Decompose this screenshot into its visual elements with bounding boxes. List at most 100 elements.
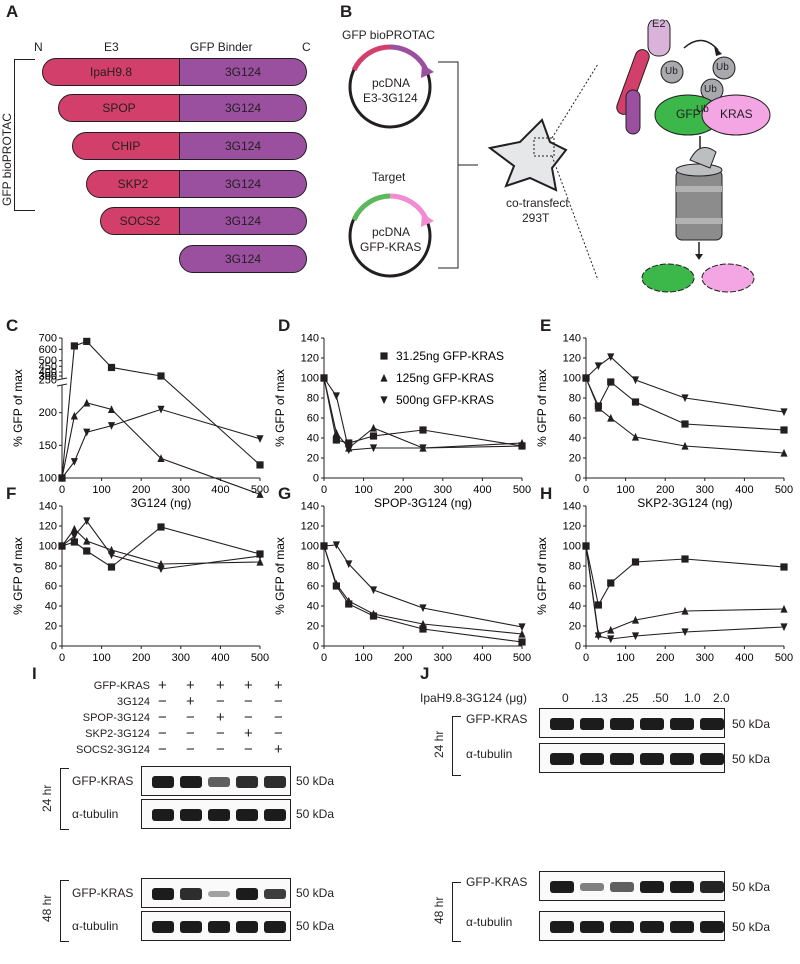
chart-F-y-tick-label: 20 xyxy=(45,621,57,633)
condition-label: GFP-KRAS xyxy=(93,680,150,692)
panel-label-c: C xyxy=(6,316,19,335)
chart-C-x-tick-label: 300 xyxy=(172,484,190,496)
condition-mark: − xyxy=(158,693,167,710)
cell-label-line1: co-transfect xyxy=(506,196,569,210)
panel-label-h: H xyxy=(540,484,553,503)
j-24hr-gfp-kras-band xyxy=(610,718,634,730)
gfp-label: GFP xyxy=(676,107,701,121)
condition-mark: − xyxy=(274,693,283,710)
i-48hr-tubulin-label: α-tubulin xyxy=(72,919,119,933)
chart-C-axis-break xyxy=(58,379,66,385)
binder-3g124: 3G124 xyxy=(179,207,307,235)
chart-D-legend-entry: 31.25ng GFP-KRAS xyxy=(396,349,504,363)
i-24hr-gfp-kras-blot xyxy=(141,766,291,796)
chart-C-point xyxy=(157,454,165,462)
condition-mark: − xyxy=(274,709,283,726)
chart-E-x-tick-label: 500 xyxy=(775,484,793,496)
i-48hr-gfp-kras-blot xyxy=(141,878,291,908)
schematic-b xyxy=(348,20,771,293)
chart-D-series-line-2 xyxy=(323,377,523,451)
i-24hr-tubulin-label: α-tubulin xyxy=(72,807,119,821)
cell-icon xyxy=(487,118,568,192)
chart-E-series-line-1 xyxy=(585,377,785,454)
ub-circle xyxy=(712,56,736,80)
chart-C-point xyxy=(256,435,264,443)
j-24hr-tubulin-blot xyxy=(539,743,725,773)
j-48hr-gfp-kras-band xyxy=(550,881,574,893)
e3-ipah98: IpaH9.8 xyxy=(42,58,180,86)
binder-3g124: 3G124 xyxy=(179,170,307,198)
chart-G-series-line-2 xyxy=(323,544,523,628)
j-24hr-tubulin-band xyxy=(670,753,694,765)
chart-C-y-tick-label: 300 xyxy=(39,371,57,383)
condition-mark: + xyxy=(186,693,195,710)
chart-H-point xyxy=(594,632,602,641)
i-48hr-gfp-kras-band xyxy=(208,890,230,898)
i-time-48hr: 48 hr xyxy=(40,894,54,922)
chart-E-y-tick-label: 60 xyxy=(569,413,581,425)
chart-H-x-tick-label: 100 xyxy=(616,652,634,664)
chart-C-point xyxy=(256,461,264,469)
j-24hr-tubulin-band xyxy=(610,753,634,765)
chart-H-y-label: % GFP of max xyxy=(535,537,549,615)
kras-fragments xyxy=(701,263,755,293)
i-24hr-tubulin-band xyxy=(208,809,230,821)
chart-C-y-tick-label: 150 xyxy=(39,440,57,452)
chart-C-point xyxy=(107,405,116,413)
chart-C-point xyxy=(58,474,66,483)
j-24hr-gfp-kras-label: GFP-KRAS xyxy=(466,712,528,726)
chart-H-x-tick-label: 400 xyxy=(735,652,753,664)
chart-F-point xyxy=(83,547,91,555)
chart-F-y-label: % GFP of max xyxy=(11,537,25,615)
j-24hr-gfp-kras-kda: 50 kDa xyxy=(732,717,771,731)
chart-C-y-tick-label: 200 xyxy=(39,407,57,419)
chart-C-point xyxy=(83,428,91,437)
panel-label-i: I xyxy=(32,664,37,683)
i-24hr-tubulin-band xyxy=(180,809,202,821)
chart-H-x-label: IpaH9.8-3G124 (ng) xyxy=(632,664,739,665)
chart-C-point xyxy=(107,363,116,372)
chart-H-x-tick-label: 200 xyxy=(656,652,674,664)
chart-D-y-tick-label: 120 xyxy=(301,353,319,365)
plasmid-1-e3-arc xyxy=(351,44,391,72)
chart-H-y-tick-label: 120 xyxy=(563,521,581,533)
chart-D-series-line-0 xyxy=(323,377,523,447)
chart-D-x-tick-label: 200 xyxy=(394,484,412,496)
chart-H-point xyxy=(631,632,640,641)
condition-mark: + xyxy=(216,709,225,726)
chart-H-y-tick-label: 0 xyxy=(575,641,581,653)
j-48hr-gfp-kras-band xyxy=(700,881,724,893)
chart-C-series-line-2 xyxy=(61,408,261,479)
panel-label-e: E xyxy=(540,316,552,335)
chart-D-x-tick-label: 0 xyxy=(321,484,327,496)
chart-C-series-line-1 xyxy=(61,402,261,495)
j-48hr-tubulin-band xyxy=(580,921,604,933)
i-24hr-gfp-kras-band xyxy=(208,777,230,787)
i-48hr-tubulin-blot xyxy=(141,911,291,941)
j-48hr-gfp-kras-band xyxy=(580,883,604,891)
i-48hr-gfp-kras-band xyxy=(180,888,202,900)
j-48hr-gfp-kras-label: GFP-KRAS xyxy=(466,875,528,889)
chart-H-x-tick-label: 0 xyxy=(583,652,589,664)
chart-F-point xyxy=(70,532,78,541)
chart-C-y-tick-label: 600 xyxy=(39,344,57,356)
i-24hr-gfp-kras-band xyxy=(236,776,258,788)
chart-D-y-tick-label: 140 xyxy=(301,333,319,345)
chart-E-x-tick-label: 400 xyxy=(735,484,753,496)
chart-D-y-tick-label: 100 xyxy=(301,373,319,385)
plasmid-1-line1: pcDNA xyxy=(372,76,411,90)
chart-F-series-line-2 xyxy=(61,520,261,570)
chart-D-y-label: % GFP of max xyxy=(273,369,287,447)
j-24hr-gfp-kras-band xyxy=(550,718,574,730)
transfer-arrow xyxy=(683,39,719,51)
binder-3g124: 3G124 xyxy=(179,94,307,122)
chart-H-point xyxy=(607,625,615,634)
chart-E-y-tick-label: 40 xyxy=(569,433,581,445)
chart-E-y-tick-label: 120 xyxy=(563,353,581,365)
chart-E-point xyxy=(681,394,689,403)
j-48hr-tubulin-band xyxy=(700,921,724,933)
chart-F-point xyxy=(70,538,78,546)
panel-label-f: F xyxy=(6,484,17,503)
j-48hr-gfp-kras-band xyxy=(610,882,634,892)
kras-shape xyxy=(701,94,771,136)
